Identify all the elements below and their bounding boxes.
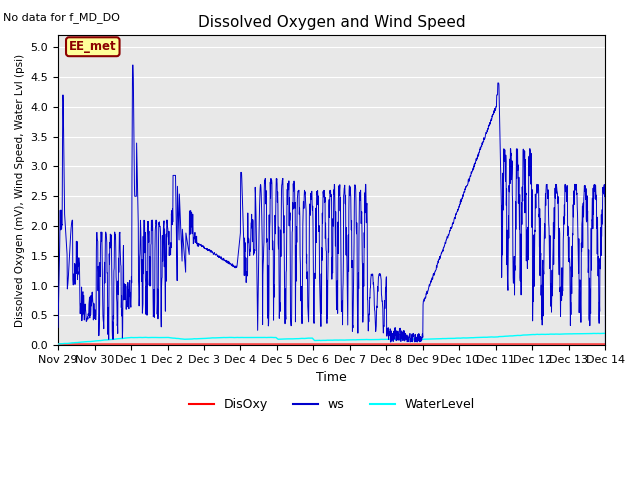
Y-axis label: Dissolved Oxygen (mV), Wind Speed, Water Lvl (psi): Dissolved Oxygen (mV), Wind Speed, Water… bbox=[15, 54, 25, 327]
Text: No data for f_MD_DO: No data for f_MD_DO bbox=[3, 12, 120, 23]
X-axis label: Time: Time bbox=[316, 371, 347, 384]
Legend: DisOxy, ws, WaterLevel: DisOxy, ws, WaterLevel bbox=[184, 394, 480, 417]
Text: EE_met: EE_met bbox=[69, 40, 116, 53]
Title: Dissolved Oxygen and Wind Speed: Dissolved Oxygen and Wind Speed bbox=[198, 15, 465, 30]
